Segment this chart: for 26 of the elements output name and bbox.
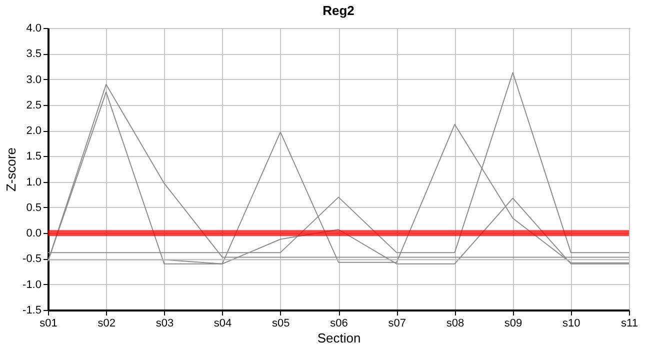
y-tick-label: 4.0 (26, 22, 42, 34)
x-tick-label: s05 (272, 318, 290, 330)
x-tick-label: s06 (330, 318, 348, 330)
x-tick-label: s11 (621, 318, 638, 330)
x-tick-label: s02 (98, 318, 116, 330)
y-tick-label: 2.5 (26, 99, 42, 112)
x-tick-label: s01 (40, 318, 58, 330)
x-tick-label: s10 (562, 318, 580, 330)
x-tick-label: s07 (388, 318, 406, 330)
y-tick-label: 2.0 (26, 125, 42, 138)
x-tick-label: s04 (214, 318, 232, 330)
y-tick-label: -1.0 (22, 278, 42, 291)
y-tick-label: 1.0 (26, 176, 42, 188)
y-tick-label: 0.5 (26, 202, 42, 214)
x-tick-label: s09 (504, 318, 522, 330)
y-tick-label: -1.5 (22, 304, 42, 316)
y-axis-title: Z-score (4, 147, 19, 192)
y-tick-label: 3.5 (26, 48, 42, 60)
y-tick-label: 3.0 (26, 74, 42, 86)
y-tick-label: -0.5 (22, 253, 42, 266)
x-tick-label: s03 (156, 318, 174, 330)
x-axis-title: Section (317, 330, 361, 346)
chart-title: Reg2 (322, 3, 354, 18)
x-tick-label: s08 (446, 318, 464, 330)
y-tick-label: 0.0 (26, 228, 42, 240)
y-tick-label: 1.5 (26, 150, 42, 163)
